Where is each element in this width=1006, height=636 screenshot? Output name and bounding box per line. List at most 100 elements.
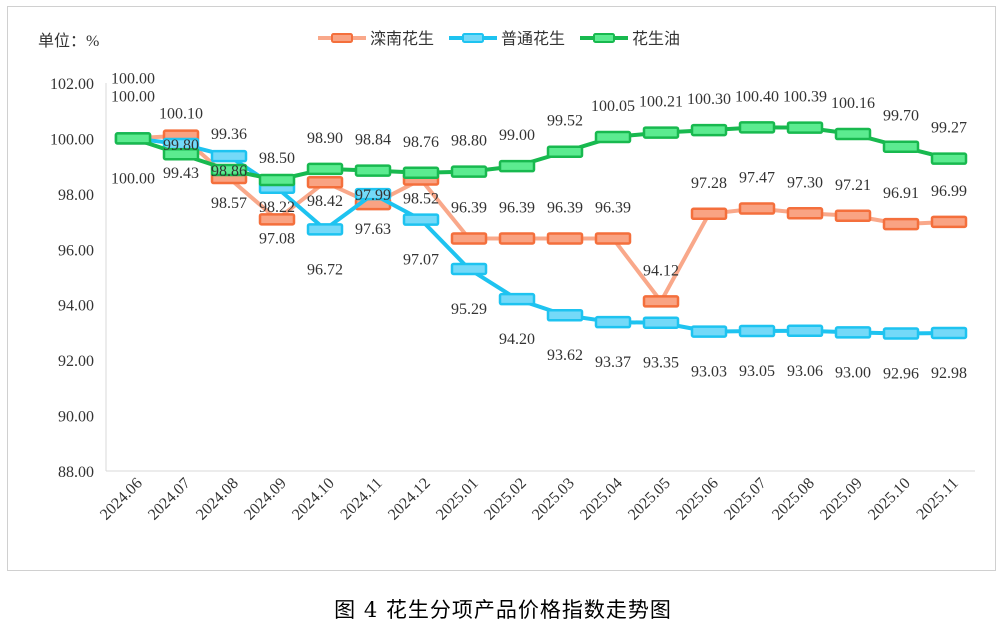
data-point-marker bbox=[690, 325, 728, 338]
x-tick-label: 2025.08 bbox=[769, 475, 818, 524]
legend-entry-label: 花生油 bbox=[632, 30, 680, 48]
x-tick-label: 2025.03 bbox=[529, 475, 578, 524]
data-point-marker bbox=[258, 213, 296, 226]
x-tick-label: 2024.06 bbox=[97, 475, 146, 524]
data-point-marker bbox=[258, 173, 296, 187]
data-point-marker bbox=[210, 163, 248, 177]
data-label: 100.30 bbox=[687, 91, 731, 108]
data-point-marker bbox=[210, 149, 248, 163]
data-point-marker bbox=[450, 262, 488, 276]
data-label: 93.35 bbox=[643, 355, 679, 372]
data-point-marker bbox=[930, 215, 968, 229]
data-point-marker bbox=[690, 207, 728, 221]
data-label: 92.96 bbox=[883, 366, 919, 383]
data-point-marker bbox=[402, 213, 440, 226]
data-point-marker bbox=[786, 324, 824, 338]
data-point-marker bbox=[450, 232, 488, 245]
data-point-marker bbox=[834, 127, 872, 141]
data-point-marker bbox=[306, 175, 344, 189]
data-label: 96.39 bbox=[595, 199, 631, 216]
data-label: 99.70 bbox=[883, 108, 919, 125]
data-label: 99.00 bbox=[499, 127, 535, 144]
data-label: 100.40 bbox=[735, 88, 779, 105]
data-label: 97.47 bbox=[739, 170, 775, 187]
series-line bbox=[132, 136, 950, 336]
data-point-marker bbox=[594, 232, 632, 245]
figure-caption: 图 4 花生分项产品价格指数走势图 bbox=[334, 598, 672, 622]
data-label: 96.39 bbox=[547, 199, 583, 216]
data-point-marker bbox=[450, 165, 488, 178]
data-label: 97.28 bbox=[691, 175, 727, 192]
data-point-marker bbox=[834, 326, 872, 339]
legend-entry-label: 滦南花生 bbox=[370, 30, 434, 48]
x-tick-label: 2024.07 bbox=[145, 475, 194, 524]
series-2 bbox=[114, 121, 968, 187]
data-label: 97.21 bbox=[835, 177, 871, 194]
data-label: 99.80 bbox=[163, 137, 199, 154]
data-point-marker bbox=[930, 152, 968, 165]
data-label: 93.06 bbox=[787, 363, 823, 380]
x-tick-label: 2024.10 bbox=[289, 475, 338, 524]
data-point-marker bbox=[738, 121, 776, 134]
data-point-marker bbox=[114, 132, 152, 145]
data-label: 97.99 bbox=[355, 187, 391, 204]
data-point-marker bbox=[642, 316, 680, 329]
data-label: 96.39 bbox=[499, 199, 535, 216]
data-label: 100.16 bbox=[831, 95, 875, 112]
x-tick-label: 2024.08 bbox=[193, 475, 242, 524]
data-point-marker bbox=[834, 209, 872, 223]
data-label: 98.76 bbox=[403, 134, 439, 151]
legend-marker-swatch bbox=[462, 33, 484, 43]
data-point-marker bbox=[786, 121, 824, 134]
data-label: 100.00 bbox=[111, 70, 155, 87]
data-label: 98.57 bbox=[211, 195, 247, 212]
data-point-marker bbox=[882, 140, 920, 153]
data-label: 100.00 bbox=[111, 170, 155, 187]
data-label: 100.00 bbox=[111, 88, 155, 105]
data-labels: 100.00100.1098.5797.0898.4297.6398.5296.… bbox=[111, 70, 967, 382]
chart-frame bbox=[7, 6, 996, 571]
unit-label: 单位：% bbox=[38, 32, 99, 50]
legend-entry-label: 普通花生 bbox=[501, 30, 565, 48]
data-label: 93.05 bbox=[739, 363, 775, 380]
x-tick-label: 2025.01 bbox=[433, 475, 482, 524]
data-point-marker bbox=[690, 123, 728, 137]
data-point-marker bbox=[306, 162, 344, 176]
legend-marker-swatch bbox=[331, 33, 353, 43]
data-label: 98.84 bbox=[355, 132, 391, 149]
x-tick-label: 2025.06 bbox=[673, 475, 722, 524]
data-label: 94.20 bbox=[499, 331, 535, 348]
y-tick-label: 90.00 bbox=[58, 409, 94, 426]
data-label: 100.21 bbox=[639, 94, 683, 111]
data-point-marker bbox=[546, 308, 584, 322]
y-tick-label: 88.00 bbox=[58, 464, 94, 481]
series-lines bbox=[114, 121, 968, 340]
data-point-marker bbox=[930, 326, 968, 340]
x-tick-label: 2024.09 bbox=[241, 475, 290, 524]
data-point-marker bbox=[882, 327, 920, 340]
data-point-marker bbox=[306, 223, 344, 236]
x-tick-label: 2025.10 bbox=[865, 475, 914, 524]
data-label: 98.86 bbox=[211, 163, 247, 180]
data-label: 97.08 bbox=[259, 230, 295, 247]
x-tick-label: 2024.11 bbox=[337, 475, 385, 523]
x-tick-label: 2025.07 bbox=[721, 475, 770, 524]
data-point-marker bbox=[498, 232, 536, 245]
data-point-marker bbox=[594, 130, 632, 144]
y-tick-label: 98.00 bbox=[58, 187, 94, 204]
data-label: 100.39 bbox=[783, 89, 827, 106]
x-axis: 2024.06 2024.07 2024.08 2024.09 2024.10 2024.… bbox=[97, 470, 975, 524]
data-point-marker bbox=[498, 292, 536, 306]
y-tick-label: 94.00 bbox=[58, 298, 94, 315]
data-label: 98.42 bbox=[307, 193, 343, 210]
y-tick-label: 102.00 bbox=[50, 76, 94, 93]
data-label: 96.72 bbox=[307, 261, 343, 278]
data-label: 96.91 bbox=[883, 185, 919, 202]
data-label: 92.98 bbox=[931, 365, 967, 382]
data-label: 96.99 bbox=[931, 183, 967, 200]
data-label: 97.63 bbox=[355, 221, 391, 238]
data-point-marker bbox=[546, 145, 584, 158]
data-point-marker bbox=[882, 217, 920, 231]
data-point-marker bbox=[402, 166, 440, 180]
x-tick-label: 2025.11 bbox=[913, 475, 961, 523]
